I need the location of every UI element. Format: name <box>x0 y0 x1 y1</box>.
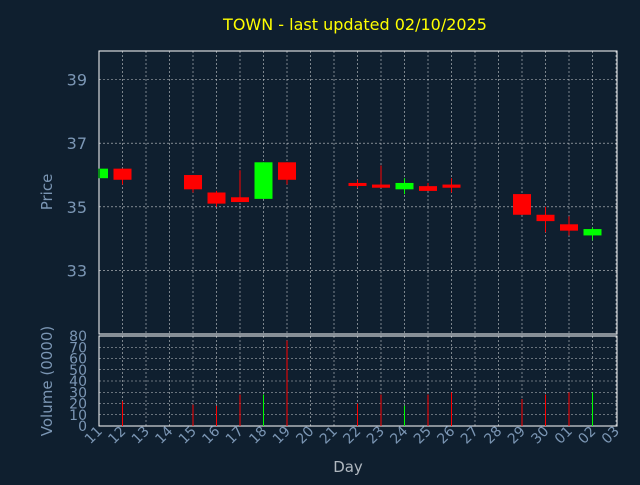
x-tick-label: 01 <box>552 424 576 448</box>
candle-19 <box>278 162 296 185</box>
x-tick-labels: 11 12 13 14 15 16 17 18 19 20 21 22 23 24 25 26 27 28 29 30… <box>82 423 623 447</box>
candle-18 <box>254 162 273 199</box>
price-tick-labels: 33 35 37 39 <box>67 71 87 281</box>
candle-24 <box>395 178 414 195</box>
x-tick-label: 18 <box>246 424 270 448</box>
x-tick-label: 25 <box>411 424 435 448</box>
candle-11 <box>98 168 108 179</box>
volume-bars <box>122 340 593 426</box>
candle-22 <box>348 179 367 188</box>
candle-body <box>536 214 555 222</box>
candle-body <box>372 184 390 188</box>
x-tick-label: 14 <box>152 423 176 447</box>
volume-tick-label: 60 <box>69 352 87 368</box>
candle-body <box>100 168 108 179</box>
x-tick-label: 23 <box>364 424 388 448</box>
x-tick-label: 15 <box>176 424 200 448</box>
candle-body <box>513 194 531 215</box>
candle-17 <box>231 170 249 203</box>
candle-16 <box>207 190 226 207</box>
price-tick-label: 35 <box>67 198 87 217</box>
candle-body <box>278 162 296 180</box>
x-tick-label: 30 <box>528 424 552 448</box>
candle-02 <box>583 227 602 241</box>
candle-body <box>207 192 226 204</box>
candle-body <box>231 197 249 203</box>
candle-body <box>254 162 273 199</box>
candle-body <box>560 224 578 231</box>
candle-01 <box>560 216 578 236</box>
candle-26 <box>442 178 461 193</box>
volume-tick-label: 70 <box>69 340 87 356</box>
volume-tick-label: 0 <box>78 419 87 435</box>
x-tick-label: 20 <box>293 424 317 448</box>
volume-axis-label: Volume (0000) <box>38 326 56 436</box>
x-tick-label: 12 <box>105 424 129 448</box>
volume-tick-label: 50 <box>69 363 87 379</box>
x-tick-label: 19 <box>270 424 294 448</box>
price-panel-frame <box>98 50 618 335</box>
x-tick-label: 29 <box>505 424 529 448</box>
x-tick-label: 16 <box>199 423 223 447</box>
x-tick-label: 17 <box>223 424 247 448</box>
x-tick-label: 02 <box>575 424 599 448</box>
x-axis-label: Day <box>333 458 363 476</box>
volume-tick-label: 20 <box>69 397 87 413</box>
x-tick-label: 21 <box>317 424 341 448</box>
volume-tick-label: 40 <box>69 374 87 390</box>
candle-body <box>184 175 202 190</box>
volume-tick-label: 30 <box>69 385 87 401</box>
x-tick-label: 22 <box>340 424 364 448</box>
candle-23 <box>372 165 390 188</box>
candles <box>98 162 602 241</box>
grid-lines <box>99 51 617 426</box>
candle-body <box>348 182 367 186</box>
candle-12 <box>113 168 132 185</box>
chart-title: TOWN - last updated 02/10/2025 <box>222 15 487 34</box>
candle-body <box>113 168 132 180</box>
candle-29 <box>513 194 531 215</box>
candle-body <box>395 182 414 190</box>
x-tick-label: 28 <box>481 424 505 448</box>
candle-body <box>583 229 602 236</box>
price-tick-label: 33 <box>67 261 87 280</box>
x-tick-label: 27 <box>458 424 482 448</box>
candle-30 <box>536 206 555 233</box>
candle-body <box>419 186 437 191</box>
candle-body <box>442 184 461 188</box>
volume-tick-label: 10 <box>69 408 87 424</box>
price-tick-label: 39 <box>67 71 87 90</box>
price-axis-label: Price <box>38 174 56 211</box>
x-tick-label: 03 <box>599 424 623 448</box>
x-tick-label: 24 <box>387 423 411 447</box>
price-tick-label: 37 <box>67 134 87 153</box>
x-tick-label: 13 <box>129 424 153 448</box>
candle-15 <box>184 175 202 193</box>
x-tick-label: 26 <box>434 423 458 447</box>
candle-25 <box>419 182 437 191</box>
volume-tick-label: 80 <box>69 329 87 345</box>
